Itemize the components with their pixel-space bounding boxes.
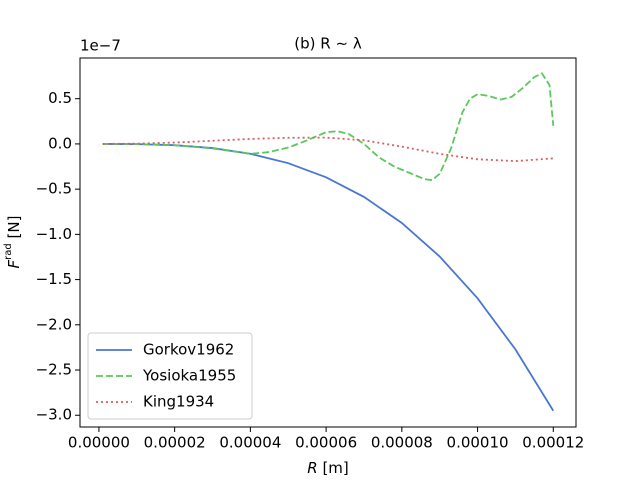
chart-title: (b) R ∼ λ — [294, 35, 362, 53]
x-tick-label: 0.00006 — [295, 434, 357, 452]
x-label-unit: [m] — [322, 459, 348, 477]
legend-box — [87, 332, 253, 420]
y-label-unit: [N] — [5, 216, 23, 239]
x-tick-label: 0.00010 — [447, 434, 509, 452]
y-label-superscript: rad — [3, 243, 14, 260]
plot-frame — [79, 57, 577, 428]
y-axis-label: Frad [N] — [3, 216, 23, 269]
series-line — [102, 136, 554, 163]
y-tick-label: −2.0 — [36, 315, 72, 333]
y-tick-label: −1.0 — [36, 225, 72, 243]
legend-label: Yosioka1955 — [142, 367, 236, 385]
offset-label: 1e−7 — [80, 37, 121, 55]
x-axis-label: R [m] — [307, 459, 349, 477]
legend-label: Gorkov1962 — [143, 341, 234, 359]
y-tick-label: 0.0 — [48, 134, 72, 152]
y-tick-label: −2.5 — [36, 361, 72, 379]
y-tick-label: −0.5 — [36, 180, 72, 198]
x-tick-label: 0.00000 — [68, 434, 130, 452]
x-tick-label: 0.00012 — [522, 434, 584, 452]
x-tick-label: 0.00002 — [144, 434, 206, 452]
x-label-symbol: R — [307, 459, 317, 477]
y-tick-label: 0.5 — [48, 89, 72, 107]
x-tick-label: 0.00008 — [371, 434, 433, 452]
series-line — [102, 72, 555, 182]
legend-label: King1934 — [143, 393, 214, 411]
y-tick-label: −3.0 — [36, 406, 72, 424]
y-label-symbol: F — [5, 259, 23, 268]
y-tick-label: −1.5 — [36, 270, 72, 288]
x-tick-label: 0.00004 — [219, 434, 281, 452]
